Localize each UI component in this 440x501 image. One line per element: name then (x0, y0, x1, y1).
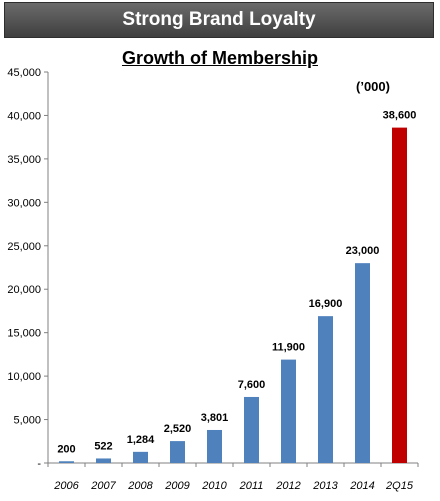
unit-label: (’000) (356, 79, 390, 94)
y-tick-label: 45,000 (7, 67, 41, 79)
bar (96, 458, 111, 463)
data-label: 522 (94, 440, 112, 452)
x-tick-label: 2011 (239, 480, 264, 492)
bar (392, 127, 407, 463)
x-tick-label: 2012 (275, 480, 300, 492)
x-tick-label: 2014 (349, 480, 374, 492)
data-label: 38,600 (383, 110, 417, 122)
x-tick-label: 2013 (312, 480, 338, 492)
y-tick-label: 25,000 (7, 241, 41, 253)
y-tick-label: 30,000 (7, 197, 41, 209)
data-label: 3,801 (201, 412, 229, 424)
x-tick-label: 2008 (127, 480, 153, 492)
data-label: 23,000 (346, 245, 380, 257)
chart-title: Growth of Membership (121, 48, 318, 68)
y-tick-label: 10,000 (7, 371, 41, 383)
bar (244, 396, 259, 463)
y-tick-label: 40,000 (7, 110, 41, 122)
bar (281, 359, 296, 463)
data-label: 2,520 (164, 423, 192, 435)
data-label: 16,900 (309, 298, 343, 310)
banner-title: Strong Brand Loyalty (122, 9, 316, 30)
x-tick-label: 2009 (164, 480, 189, 492)
y-tick-label: - (37, 458, 41, 470)
x-tick-label: 2010 (201, 480, 227, 492)
data-label: 200 (57, 443, 75, 455)
bar (59, 461, 74, 463)
x-tick-label: 2007 (90, 480, 116, 492)
data-label: 7,600 (238, 379, 266, 391)
header-banner: Strong Brand Loyalty (4, 2, 434, 38)
y-tick-label: 20,000 (7, 284, 41, 296)
bar (318, 316, 333, 463)
x-tick-label: 2006 (53, 480, 79, 492)
y-tick-label: 5,000 (13, 415, 41, 427)
bar (133, 451, 148, 463)
bar (355, 263, 370, 463)
y-tick-label: 15,000 (7, 328, 41, 340)
bar (170, 441, 185, 463)
bar (207, 429, 222, 463)
x-tick-label: 2Q15 (385, 480, 414, 492)
data-label: 11,900 (272, 342, 305, 354)
y-tick-label: 35,000 (7, 154, 41, 166)
data-label: 1,284 (127, 434, 155, 446)
